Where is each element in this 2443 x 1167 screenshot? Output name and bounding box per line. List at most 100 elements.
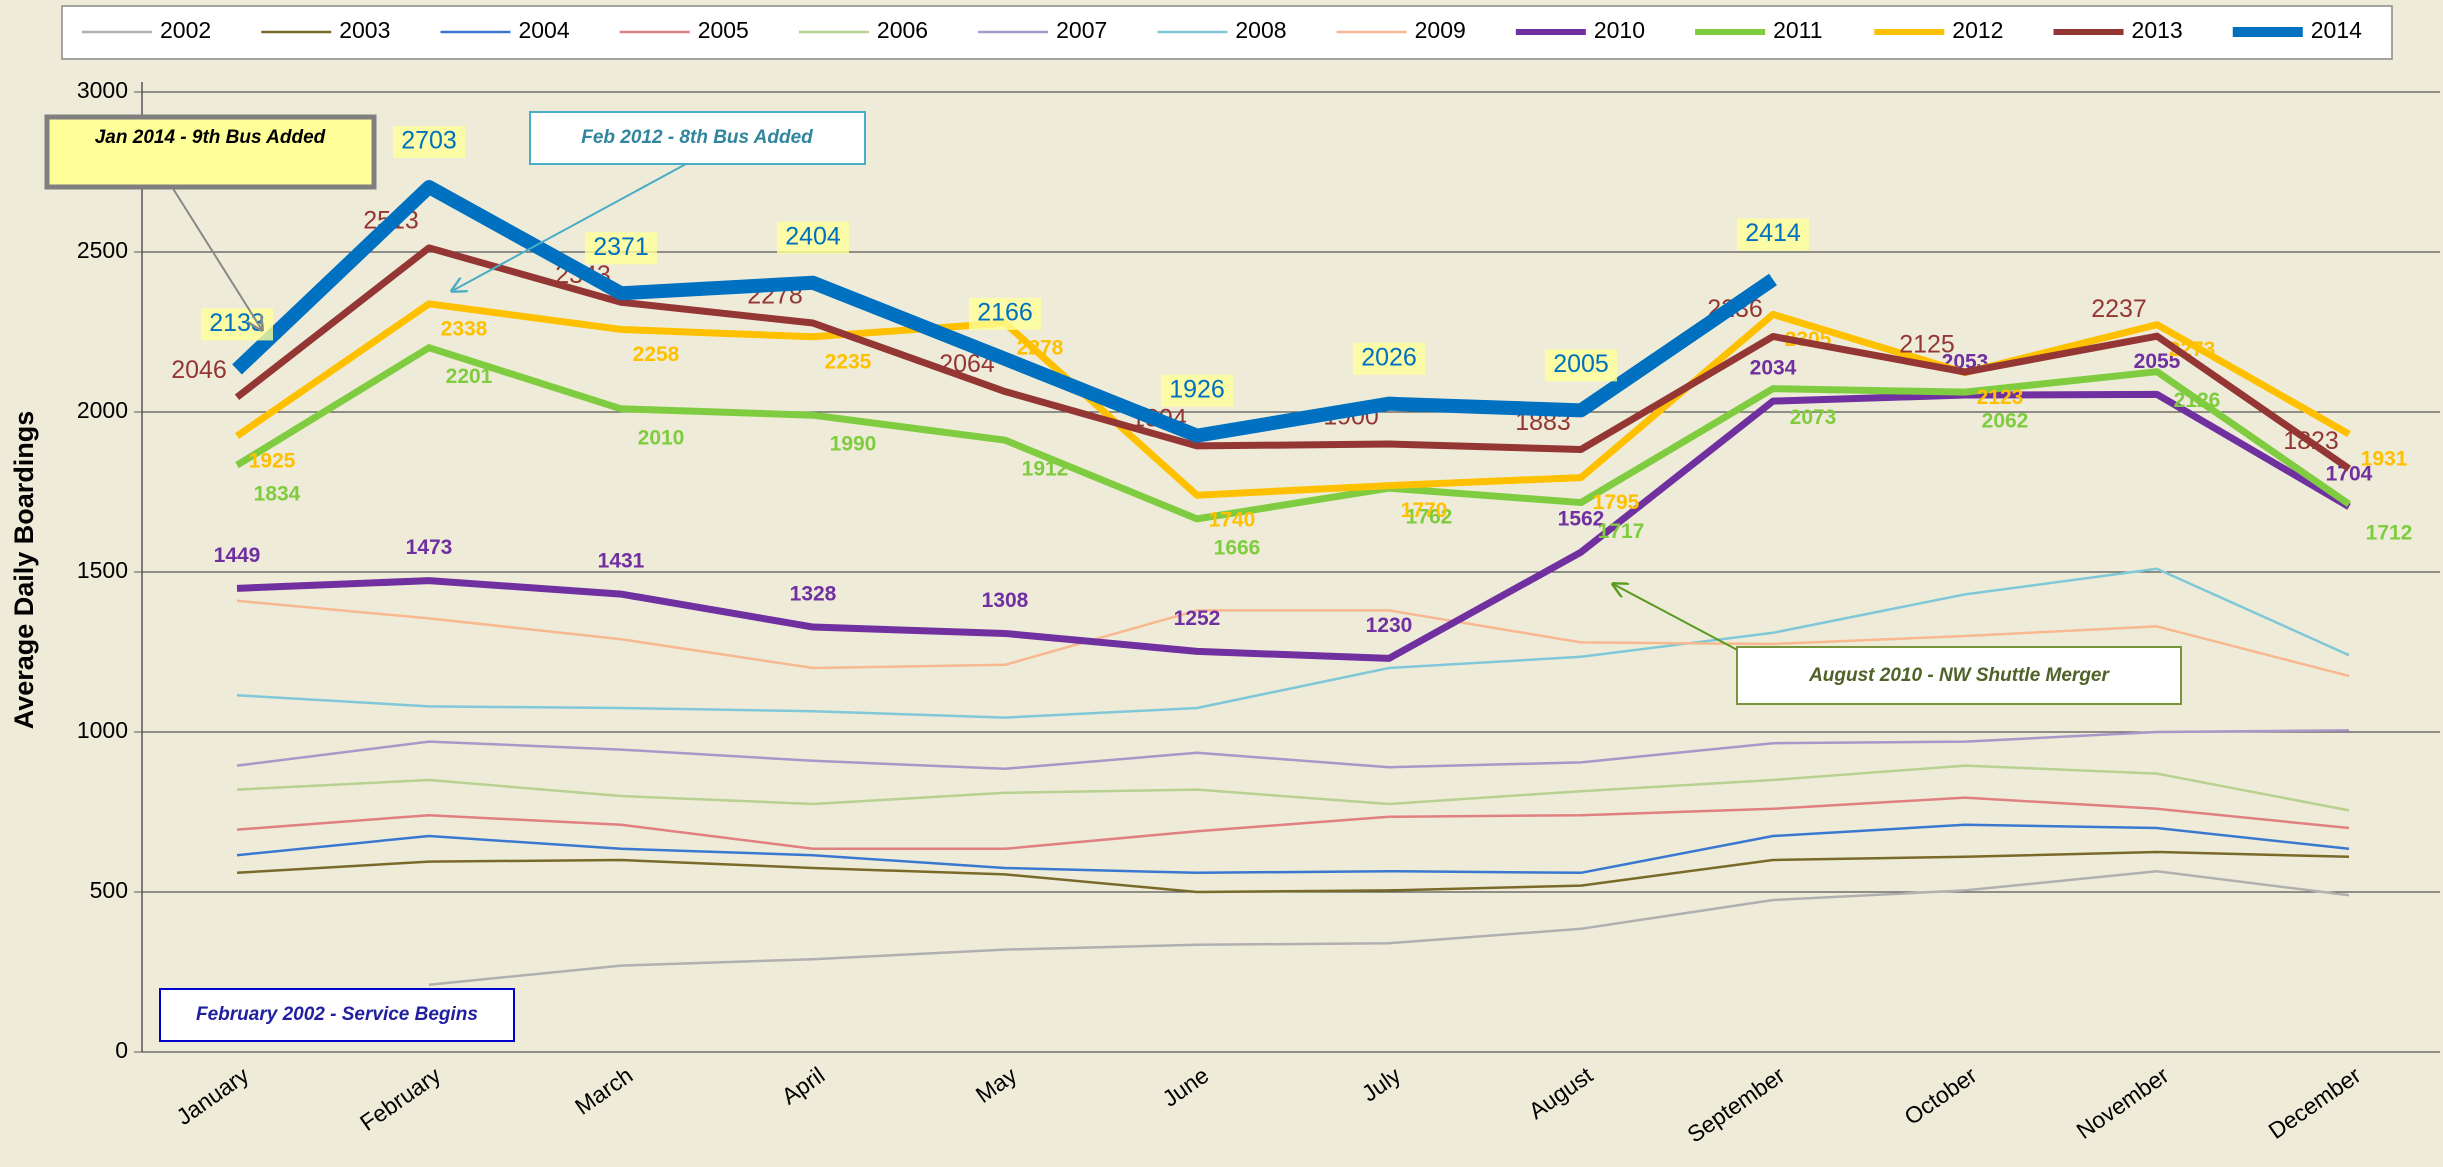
data-label: 1666 <box>1214 536 1261 559</box>
data-label: 2026 <box>1361 343 1417 371</box>
data-label: 1990 <box>830 433 877 456</box>
legend-label: 2013 <box>2132 17 2183 43</box>
x-tick-label: January <box>171 1061 253 1130</box>
data-label-bg <box>1545 349 1617 382</box>
data-label: 2703 <box>401 127 457 155</box>
x-tick-label: September <box>1682 1062 1789 1148</box>
data-label: 1740 <box>1209 509 1256 532</box>
series-line <box>232 180 1777 443</box>
legend-label: 2011 <box>1773 17 1822 43</box>
y-axis-title: Average Daily Boardings <box>9 411 39 730</box>
annotation-text: August 2010 - NW Shuttle Merger <box>1808 665 2110 686</box>
annotation: Feb 2012 - 8th Bus Added <box>452 111 866 291</box>
series-line <box>236 850 2350 894</box>
data-label: 1308 <box>982 589 1029 612</box>
data-label: 1328 <box>790 583 837 606</box>
data-label: 2166 <box>977 298 1033 326</box>
legend-label: 2002 <box>160 17 211 43</box>
data-label: 1230 <box>1366 614 1413 637</box>
data-label: 2235 <box>825 350 872 373</box>
data-label: 1704 <box>2326 462 2373 485</box>
data-label-bg <box>393 126 465 159</box>
data-label: 2338 <box>441 317 488 340</box>
annotation-text: February 2002 - Service Begins <box>196 1004 478 1025</box>
series-line <box>236 796 2350 851</box>
x-tick-label: October <box>1899 1062 1981 1130</box>
legend-label: 2009 <box>1415 17 1466 43</box>
data-label: 1770 <box>1401 499 1448 522</box>
series-line <box>236 390 2351 662</box>
annotation: August 2010 - NW Shuttle Merger <box>1613 584 2182 705</box>
data-label: 1762 <box>1406 506 1453 529</box>
data-label-bg <box>1161 374 1233 407</box>
data-label: 2046 <box>171 356 227 384</box>
series-line <box>236 729 2350 771</box>
x-tick-label: July <box>1357 1061 1406 1106</box>
y-tick-label: 0 <box>115 1037 128 1063</box>
series-line <box>428 869 2350 987</box>
y-tick-label: 500 <box>90 877 128 903</box>
legend-label: 2007 <box>1056 17 1107 43</box>
data-label: 2010 <box>638 426 685 449</box>
x-tick-label: August <box>1524 1061 1598 1124</box>
legend-label: 2005 <box>698 17 749 43</box>
data-label-bg <box>777 221 849 254</box>
annotation: Jan 2014 - 9th Bus Added <box>44 114 377 330</box>
legend-entries: 2002 2003 2004 2005 2006 2007 2008 2009 2010 2011… <box>82 17 2362 43</box>
data-label: 1431 <box>598 550 645 573</box>
data-label: 1834 <box>254 483 301 506</box>
legend-label: 2010 <box>1594 17 1645 43</box>
data-label: 1252 <box>1174 607 1221 630</box>
legend-label: 2012 <box>1952 17 2003 43</box>
x-tick-label: December <box>2264 1062 2366 1144</box>
data-label: 2125 <box>1899 331 1955 359</box>
data-label: 2237 <box>2091 295 2147 323</box>
data-label: 1473 <box>406 536 453 559</box>
data-label: 2034 <box>1750 357 1797 380</box>
series-line <box>236 599 2350 678</box>
data-label: 2201 <box>446 365 493 388</box>
series-line <box>236 567 2350 719</box>
data-label-bg <box>1353 342 1425 375</box>
y-tick-label: 1000 <box>77 717 128 743</box>
data-label-bg <box>1737 218 1809 251</box>
data-label: 2005 <box>1553 350 1609 378</box>
data-label: 1912 <box>1022 458 1069 481</box>
data-label: 1717 <box>1598 520 1645 543</box>
x-tick-label: February <box>355 1061 446 1135</box>
series-line <box>235 344 2351 523</box>
plot-area: 0 500 1000 1500 2000 2500 3000 January February M… <box>77 77 2440 1148</box>
data-label: 2123 <box>1977 386 2024 409</box>
series-line <box>236 764 2350 812</box>
data-label: 2062 <box>1982 410 2029 433</box>
data-label-bg <box>585 232 657 265</box>
annotation-text: Feb 2012 - 8th Bus Added <box>581 127 813 148</box>
data-label: 2073 <box>1790 406 1837 429</box>
data-label: 1795 <box>1593 491 1640 514</box>
legend-label: 2003 <box>339 17 390 43</box>
legend-label: 2008 <box>1235 17 1286 43</box>
legend-label: 2006 <box>877 17 928 43</box>
data-label: 2126 <box>2174 389 2221 412</box>
data-label: 2258 <box>633 343 680 366</box>
data-label: 1449 <box>214 544 261 567</box>
x-tick-label: April <box>777 1062 830 1110</box>
y-tick-label: 2000 <box>77 397 128 423</box>
x-tick-label: March <box>570 1062 637 1120</box>
y-tick-label: 3000 <box>77 77 128 103</box>
data-label: 2404 <box>785 222 841 250</box>
data-label: 1931 <box>2361 448 2408 471</box>
plot-background <box>142 82 2440 1052</box>
y-tick-label: 1500 <box>77 557 128 583</box>
data-label: 2055 <box>2134 350 2181 373</box>
data-label: 2414 <box>1745 219 1801 247</box>
data-label: 2371 <box>593 233 649 261</box>
y-tick-label: 2500 <box>77 237 128 263</box>
annotation-text: Jan 2014 - 9th Bus Added <box>95 127 326 148</box>
annotation: February 2002 - Service Begins <box>159 988 515 1042</box>
data-label: 1925 <box>249 450 296 473</box>
x-tick-label: June <box>1158 1062 1214 1112</box>
x-tick-label: May <box>971 1061 1022 1108</box>
data-label: 1562 <box>1558 508 1605 531</box>
